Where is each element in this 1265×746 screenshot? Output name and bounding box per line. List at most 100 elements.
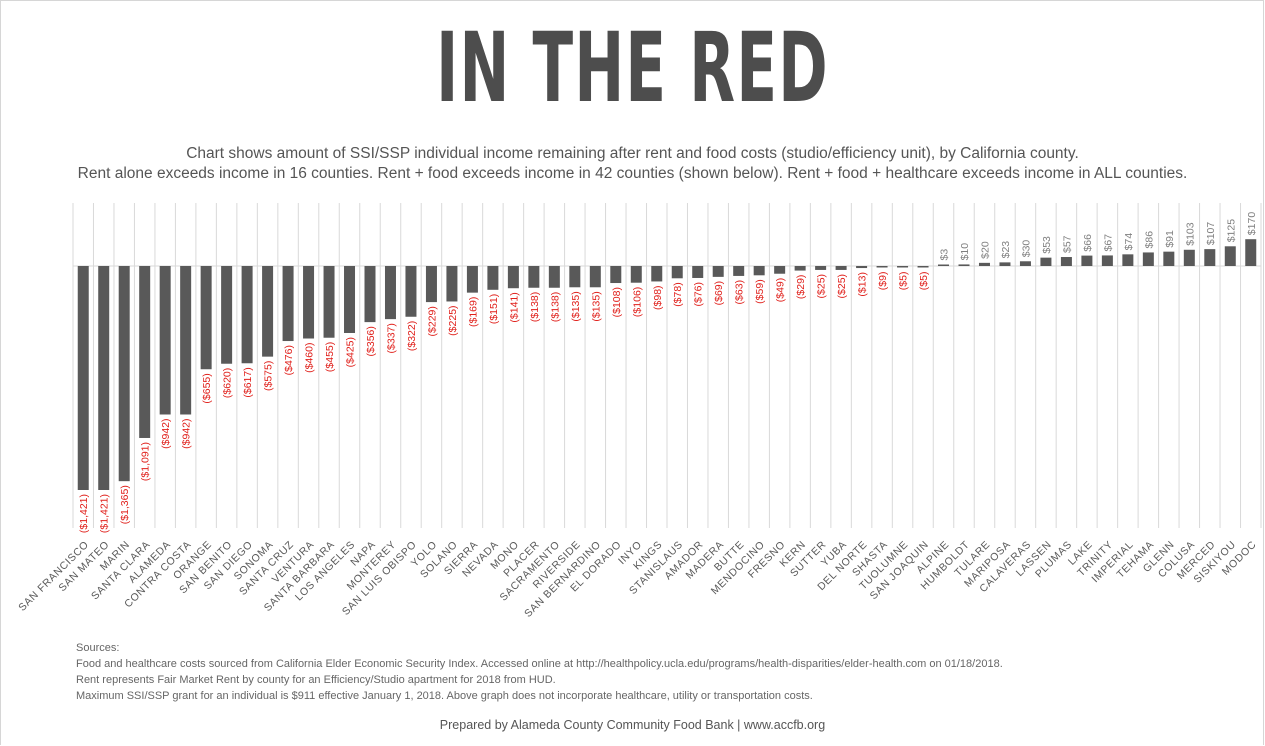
bar-ventura [303, 266, 315, 339]
source-line-ssi-grant: Maximum SSI/SSP grant for an individual … [76, 690, 813, 702]
data-label: ($49) [775, 278, 787, 303]
data-label: ($106) [631, 287, 643, 317]
data-label: ($141) [508, 292, 520, 322]
data-label: ($460) [304, 343, 316, 373]
data-label: $23 [1000, 241, 1012, 259]
bar-lake [1081, 255, 1093, 266]
data-label: ($455) [324, 342, 336, 372]
data-label: ($575) [263, 361, 275, 391]
bar-madera [712, 266, 724, 277]
bar-sacramento [548, 266, 560, 288]
bar-yuba [835, 266, 847, 270]
data-label: ($108) [611, 287, 623, 317]
chart-subtitle-line-2: Rent alone exceeds income in 16 counties… [77, 165, 1188, 182]
bar-colusa [1183, 249, 1195, 266]
bar-san-diego [241, 266, 253, 364]
bar-san-joaquin [917, 266, 929, 268]
data-label: $125 [1225, 219, 1237, 243]
data-label: $67 [1102, 234, 1114, 252]
data-label: ($5) [918, 272, 930, 291]
bar-nevada [487, 266, 499, 290]
bar-sonoma [262, 266, 274, 357]
bar-merced [1204, 249, 1216, 266]
bar-riverside [569, 266, 581, 288]
data-label: ($425) [345, 337, 357, 367]
data-label: ($337) [385, 323, 397, 353]
bar-santa-clara [139, 266, 151, 438]
bar-glenn [1163, 251, 1175, 266]
bar-sierra [466, 266, 478, 293]
data-label: ($9) [877, 272, 889, 291]
bar-tehama [1142, 252, 1154, 266]
data-label: ($135) [570, 291, 582, 321]
bar-el-dorado [610, 266, 622, 284]
data-label: ($98) [652, 285, 664, 310]
bar-san-luis-obispo [405, 266, 417, 317]
data-label: ($76) [693, 282, 705, 307]
data-label: ($1,421) [78, 494, 90, 533]
data-label: ($322) [406, 321, 418, 351]
bar-amador [692, 266, 704, 278]
bar-san-francisco [77, 266, 89, 490]
sources-heading: Sources: [76, 642, 120, 654]
bar-shasta [876, 266, 888, 268]
data-label: ($29) [795, 275, 807, 300]
chart-subtitle-line-1: Chart shows amount of SSI/SSP individual… [186, 145, 1079, 162]
data-label: ($63) [734, 280, 746, 305]
data-label: $74 [1123, 233, 1135, 251]
bar-modoc [1245, 239, 1257, 266]
data-label: ($1,091) [140, 442, 152, 481]
data-label: ($356) [365, 326, 377, 356]
data-label: ($13) [857, 272, 869, 297]
data-label: $107 [1205, 222, 1217, 246]
chart-title: IN THE RED [436, 12, 829, 124]
data-label: ($25) [816, 274, 828, 299]
bar-napa [364, 266, 376, 323]
bar-san-mateo [98, 266, 110, 490]
data-label: $103 [1184, 222, 1196, 246]
bar-solano [446, 266, 458, 302]
data-label: ($78) [672, 282, 684, 307]
bar-siskiyou [1224, 246, 1236, 266]
bar-trinity [1101, 255, 1113, 266]
data-label: $170 [1246, 212, 1258, 236]
data-label: $86 [1143, 231, 1155, 249]
bar-kings [651, 266, 663, 282]
bar-sutter [815, 266, 827, 270]
bar-imperial [1122, 254, 1134, 266]
bar-mono [507, 266, 519, 289]
data-label: ($135) [590, 291, 602, 321]
data-label: ($655) [201, 373, 213, 403]
data-label: $57 [1061, 235, 1073, 253]
data-label: ($229) [426, 306, 438, 336]
sources-block: Sources: Food and healthcare costs sourc… [76, 640, 1003, 704]
bar-santa-barbara [323, 266, 335, 338]
bar-alpine [938, 264, 950, 266]
data-label: $91 [1164, 230, 1176, 248]
bar-santa-cruz [282, 266, 294, 342]
data-label: ($59) [754, 279, 766, 304]
data-label: ($25) [836, 274, 848, 299]
data-label: ($69) [713, 281, 725, 306]
bar-san-benito [221, 266, 233, 364]
data-label: $53 [1041, 236, 1053, 254]
bar-fresno [774, 266, 786, 274]
data-label: ($942) [160, 418, 172, 448]
source-line-food-healthcare: Food and healthcare costs sourced from C… [76, 658, 1003, 670]
data-label: ($138) [529, 292, 541, 322]
bar-calaveras [1019, 261, 1031, 266]
data-label: ($620) [222, 368, 234, 398]
bar-los-angeles [344, 266, 356, 333]
bar-lassen [1040, 257, 1052, 266]
bar-stanislaus [671, 266, 683, 279]
bar-mendocino [753, 266, 765, 276]
bar-kern [794, 266, 806, 271]
data-label: ($151) [488, 294, 500, 324]
data-label: $30 [1020, 240, 1032, 258]
bar-yolo [425, 266, 437, 303]
bar-butte [733, 266, 745, 276]
data-label: ($138) [549, 292, 561, 322]
bar-contra-costa [180, 266, 192, 415]
data-label: ($5) [898, 272, 910, 291]
